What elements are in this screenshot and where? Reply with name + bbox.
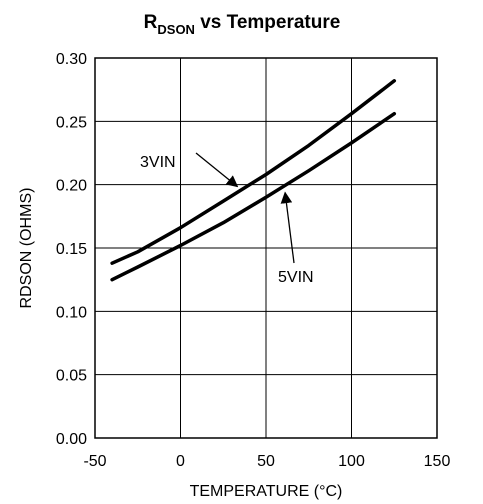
series-lines xyxy=(110,79,397,282)
x-tick-label: 50 xyxy=(257,453,275,470)
y-tick-label: 0.20 xyxy=(56,178,87,195)
x-axis-ticks: -50 0 50 100 150 xyxy=(83,453,450,470)
annotation-arrow-3vin xyxy=(195,152,239,188)
x-axis-title: TEMPERATURE (°C) xyxy=(190,483,343,500)
y-tick-label: 0.15 xyxy=(56,241,87,258)
annotations: 3VIN 5VIN xyxy=(140,152,314,286)
series-line-5vin xyxy=(110,111,397,282)
annotation-5vin: 5VIN xyxy=(278,269,314,286)
y-axis-title: RDSON (OHMS) xyxy=(18,188,35,309)
y-tick-label: 0.10 xyxy=(56,304,87,321)
chart-title: RDSON vs Temperature xyxy=(144,12,341,37)
y-tick-label: 0.25 xyxy=(56,114,87,131)
x-tick-label: 0 xyxy=(176,453,185,470)
y-tick-label: 0.30 xyxy=(56,51,87,68)
annotation-arrow-5vin xyxy=(280,191,295,264)
plot-frame xyxy=(94,57,438,439)
annotation-3vin: 3VIN xyxy=(140,154,176,171)
x-tick-label: 150 xyxy=(424,453,451,470)
series-line-3vin xyxy=(110,79,397,265)
y-axis-ticks: 0.00 0.05 0.10 0.15 0.20 0.25 0.30 xyxy=(56,51,87,448)
x-tick-label: 100 xyxy=(338,453,365,470)
y-tick-label: 0.05 xyxy=(56,368,87,385)
y-tick-label: 0.00 xyxy=(56,431,87,448)
x-tick-label: -50 xyxy=(83,453,106,470)
